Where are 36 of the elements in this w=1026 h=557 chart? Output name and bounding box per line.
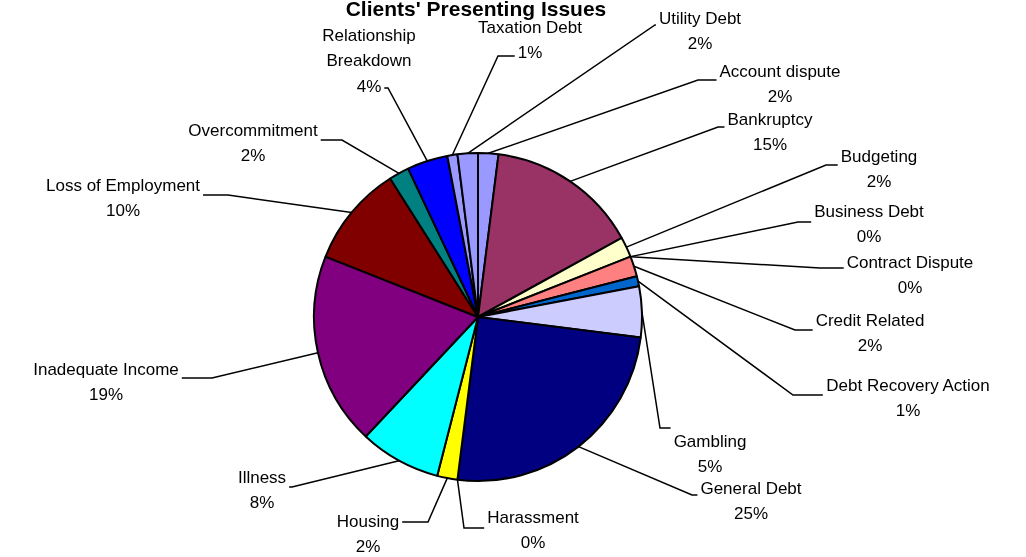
data-label: 4%	[356, 76, 382, 96]
slice-label: Debt Recovery Action	[826, 375, 990, 395]
slice-label: Illness	[237, 467, 287, 487]
slice-label: Inadequate Income	[33, 359, 179, 379]
data-label: 2%	[240, 146, 266, 166]
data-label: 15%	[752, 135, 788, 155]
data-label: 1%	[517, 43, 543, 63]
slice-label: Bankruptcy	[727, 109, 814, 129]
slice-label: Gambling	[673, 431, 747, 451]
text: 0%	[897, 278, 923, 298]
slice-label: Housing	[336, 511, 400, 531]
slice-label: Budgeting	[840, 146, 918, 166]
text: 0%	[520, 533, 546, 553]
data-label: 2%	[687, 34, 713, 54]
data-label: 2%	[857, 336, 883, 356]
slice-label: Credit Related	[815, 310, 925, 330]
data-label: 19%	[88, 385, 124, 405]
data-label: 1%	[895, 401, 921, 421]
slice-label: Overcommitment	[188, 120, 318, 140]
data-label: 25%	[733, 504, 769, 524]
category-label: Business Debt	[814, 201, 924, 221]
data-label: 2%	[866, 172, 892, 192]
data-label: 2%	[355, 537, 381, 557]
text: 0%	[856, 227, 882, 247]
slice-label: Utility Debt	[658, 8, 742, 28]
slice-label: Account dispute	[719, 61, 841, 81]
data-label: 2%	[767, 87, 793, 107]
data-label: 5%	[697, 457, 723, 477]
category-label: Harassment	[487, 507, 579, 527]
slice-label: Loss of Employment	[45, 175, 201, 195]
slice-label: General Debt	[700, 478, 802, 498]
data-label: 10%	[105, 201, 141, 221]
chart-title: Clients' Presenting Issues	[345, 0, 607, 20]
category-label: Contract Dispute	[846, 252, 974, 272]
slice-label: Relationship Breakdown	[322, 25, 416, 71]
data-label: 8%	[249, 493, 275, 513]
